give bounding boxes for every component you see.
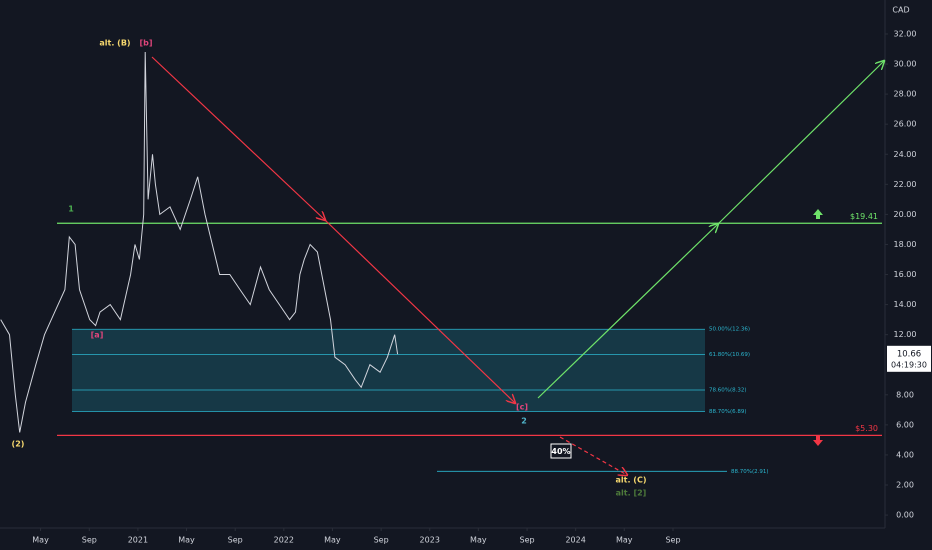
annotation: 1 xyxy=(68,205,74,214)
x-tick-label: 2022 xyxy=(274,536,294,545)
fib-extension-label: 88.70%(2.91) xyxy=(731,469,769,475)
y-tick-label: 22.00 xyxy=(894,180,917,189)
price-line xyxy=(0,51,399,433)
annotation: (2) xyxy=(12,440,25,449)
fib-label: 88.70%(6.89) xyxy=(709,409,747,415)
y-tick-label: 24.00 xyxy=(894,150,917,159)
y-tick-label: 14.00 xyxy=(894,300,917,309)
x-tick-label: 2024 xyxy=(565,536,585,545)
price-tag-value: 10.66 xyxy=(897,349,921,359)
fib-zone xyxy=(72,329,705,412)
annotation: alt. (C) xyxy=(616,476,647,485)
probability: 40% xyxy=(551,447,570,456)
x-tick-label: May xyxy=(616,536,633,545)
annotation: alt. [2] xyxy=(616,489,647,498)
arrow xyxy=(151,56,325,220)
y-tick-label: 26.00 xyxy=(894,120,917,129)
y-axis-label: CAD xyxy=(892,6,909,15)
x-tick-label: Sep xyxy=(665,536,680,545)
annotation: [b] xyxy=(139,39,152,48)
annotation: alt. (B) xyxy=(99,39,130,48)
y-tick-label: 2.00 xyxy=(896,481,914,490)
y-tick-label: 30.00 xyxy=(894,60,917,69)
x-tick-label: May xyxy=(178,536,195,545)
fib-label: 61.80%(10.69) xyxy=(709,352,750,358)
arrow xyxy=(324,219,515,403)
fib-label: 78.60%(8.32) xyxy=(709,387,747,393)
level-label: $5.30 xyxy=(855,424,878,433)
x-tick-label: May xyxy=(32,536,49,545)
arrow xyxy=(537,224,718,399)
x-tick-label: Sep xyxy=(228,536,243,545)
annotation: 2 xyxy=(521,417,527,426)
y-tick-label: 18.00 xyxy=(894,240,917,249)
y-tick-label: 0.00 xyxy=(896,511,914,520)
y-tick-label: 4.00 xyxy=(896,450,914,459)
fib-label: 50.00%(12.36) xyxy=(709,327,750,333)
y-tick-label: 32.00 xyxy=(894,29,917,38)
y-tick-label: 6.00 xyxy=(896,420,914,429)
x-tick-label: 2021 xyxy=(128,536,148,545)
probability-box xyxy=(550,443,572,459)
x-tick-label: Sep xyxy=(82,536,97,545)
x-tick-label: 2023 xyxy=(420,536,440,545)
y-tick-label: 12.00 xyxy=(894,330,917,339)
arrow xyxy=(559,436,627,475)
arrow xyxy=(717,61,884,225)
countdown: 04:19:30 xyxy=(891,360,927,369)
back-layer: 50.00%(12.36) 61.80%(10.69) 78.60%(8.32) 88… xyxy=(57,212,882,475)
level-label: $19.41 xyxy=(850,212,878,221)
x-tick-label: May xyxy=(324,536,341,545)
price-tag xyxy=(887,345,931,372)
x-tick-label: May xyxy=(470,536,487,545)
y-tick-label: 20.00 xyxy=(894,210,917,219)
annotation: [c] xyxy=(516,403,528,412)
x-tick-label: Sep xyxy=(520,536,535,545)
y-tick-label: 28.00 xyxy=(894,90,917,99)
up-arrow-icon xyxy=(813,209,823,219)
x-tick-label: Sep xyxy=(374,536,389,545)
annotation: [a] xyxy=(91,331,104,340)
main-layer xyxy=(0,51,399,433)
down-arrow-icon xyxy=(813,436,823,446)
y-tick-label: 8.00 xyxy=(896,390,914,399)
y-tick-label: 16.00 xyxy=(894,270,917,279)
